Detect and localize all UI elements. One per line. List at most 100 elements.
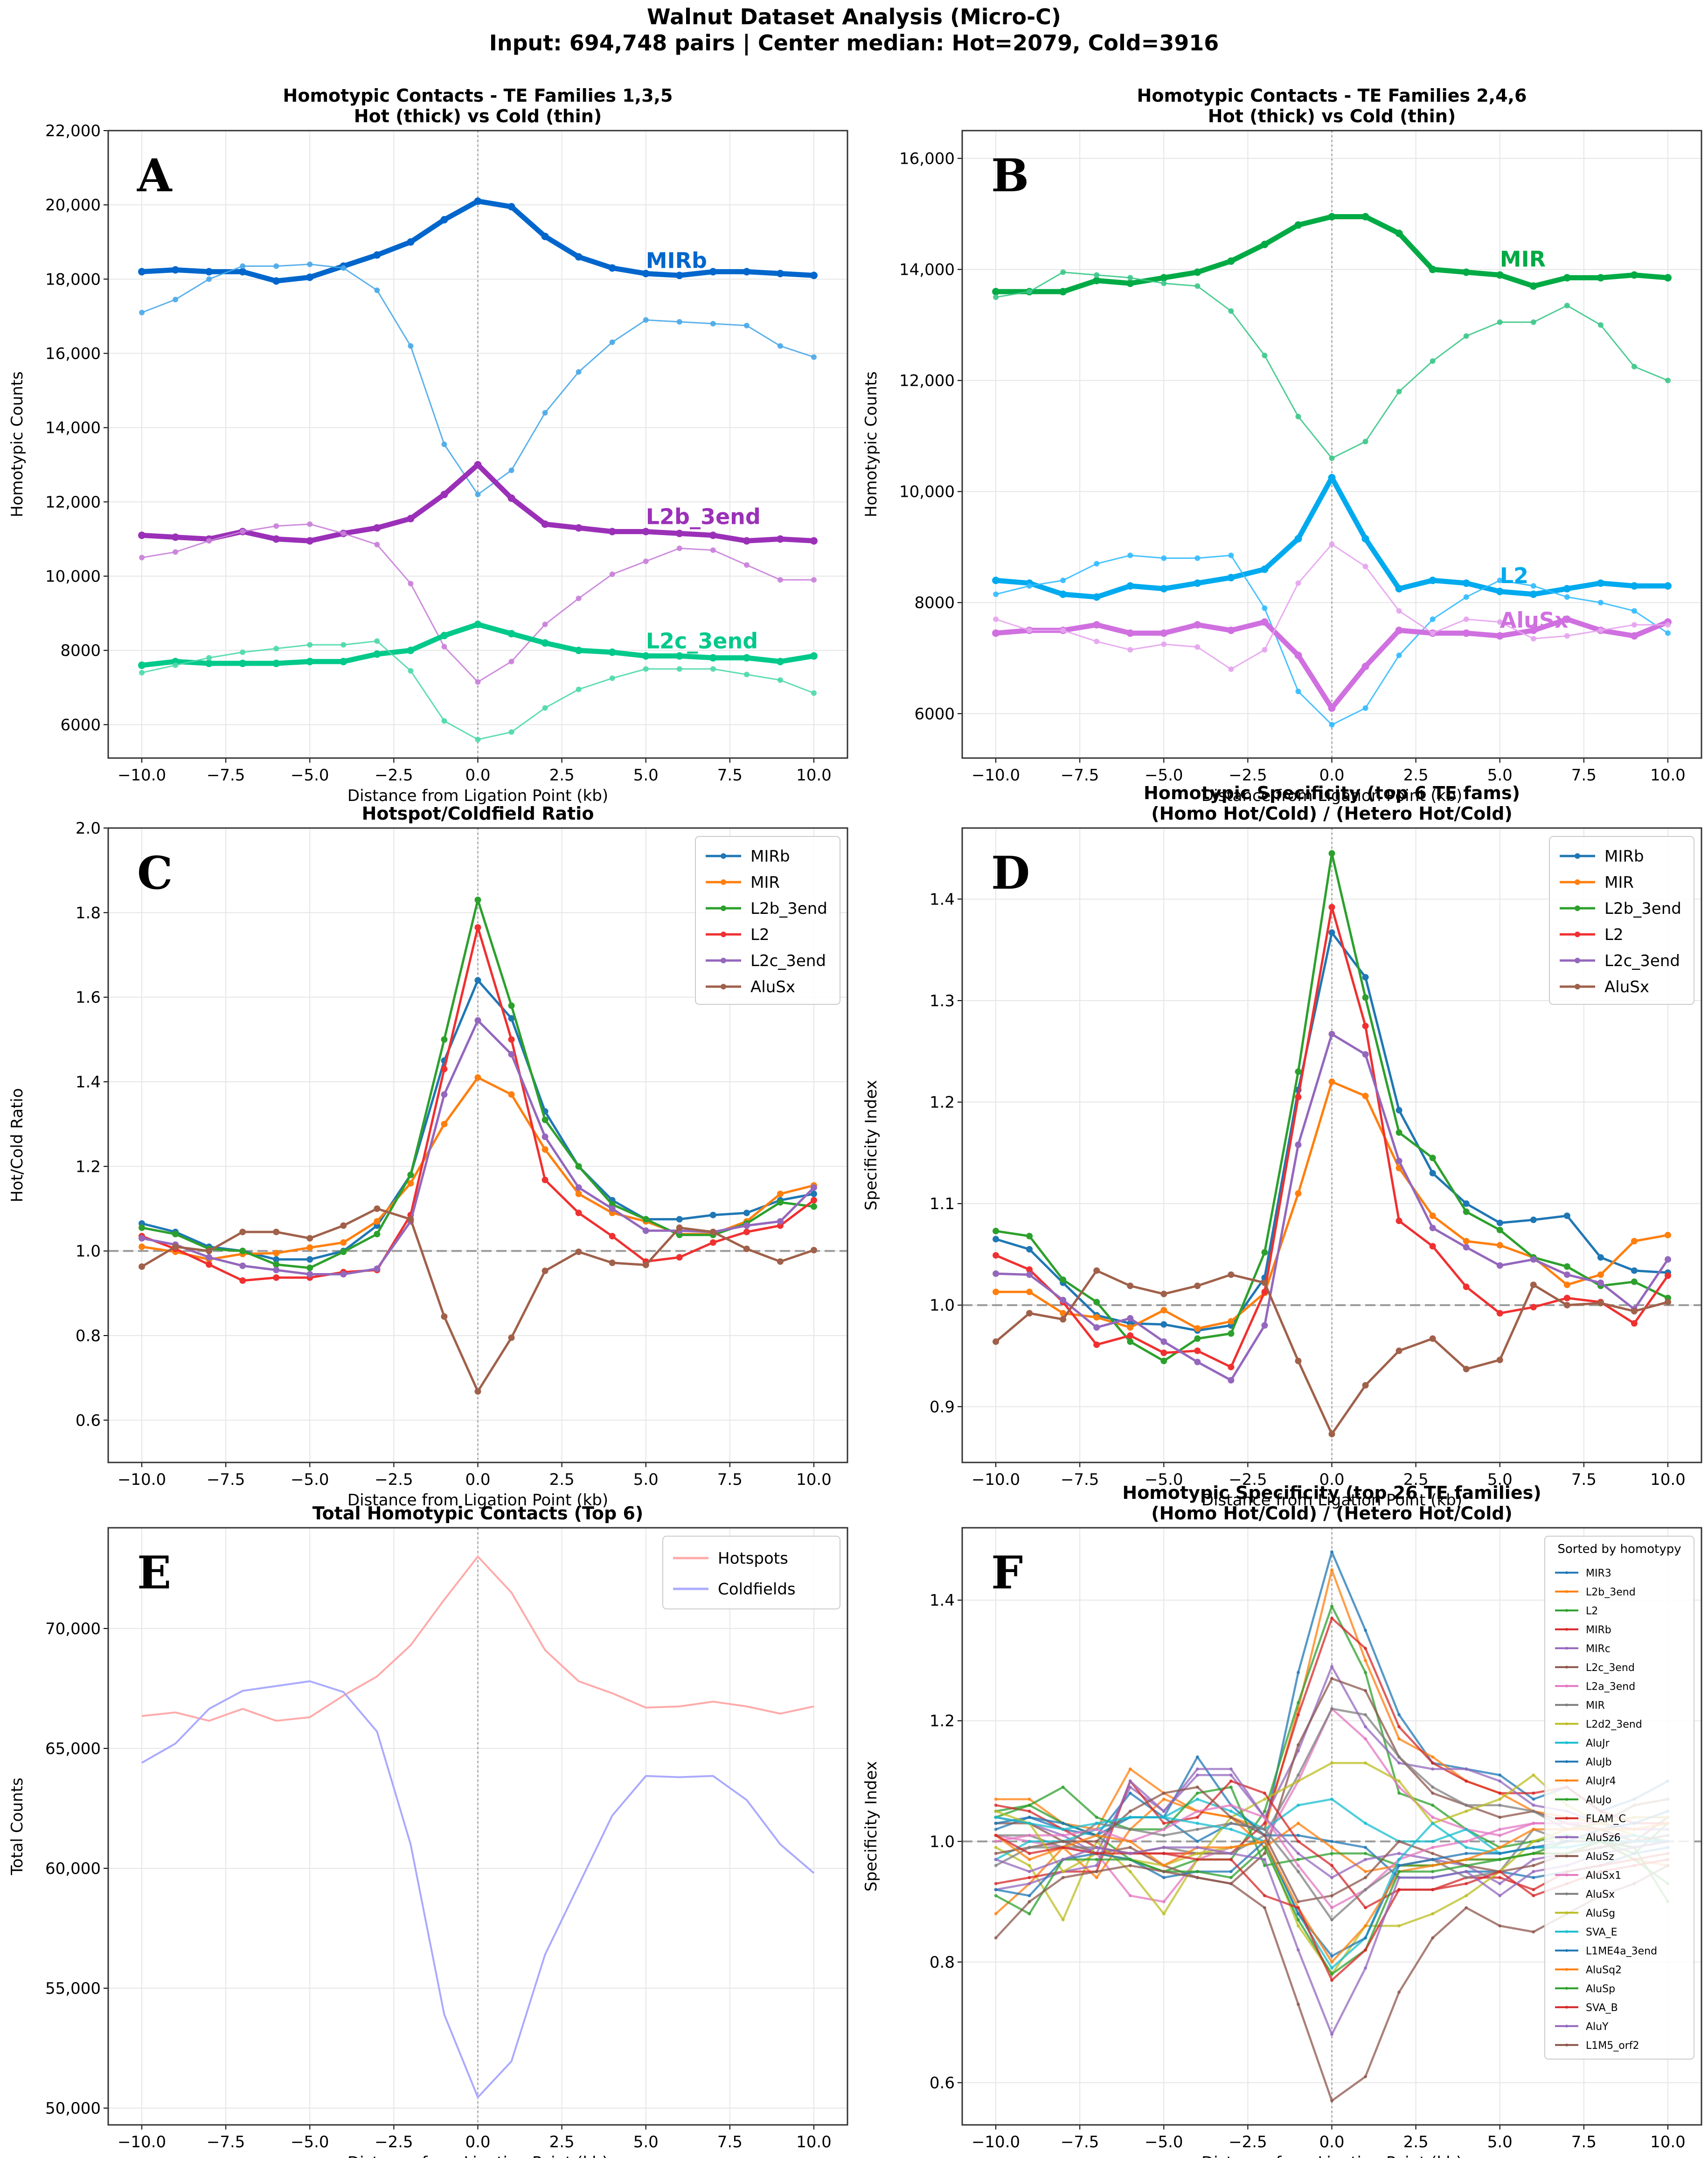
- data-point-alusq2: [1095, 1833, 1098, 1837]
- legend-marker: [1575, 853, 1580, 859]
- x-tick-label: 0.0: [1319, 1470, 1344, 1489]
- data-point-l2b-3end: [1026, 1232, 1033, 1239]
- data-point-mir-hot: [1194, 268, 1201, 276]
- data-point-l2d2-3end: [1330, 1761, 1333, 1765]
- data-point-l2-cold: [1127, 552, 1133, 558]
- data-point-l2b-3end-cold: [441, 644, 447, 650]
- x-tick-label: 5.0: [1487, 766, 1513, 785]
- data-point-l2b-3end: [1261, 1249, 1268, 1256]
- data-point-mir3: [1397, 1713, 1401, 1717]
- data-point-l2b-3end: [1364, 1658, 1368, 1662]
- data-point-l1m5-orf2: [1095, 1870, 1098, 1873]
- x-tick-label: 0.0: [1319, 2133, 1344, 2151]
- data-point-l2b-3end-cold: [508, 659, 514, 665]
- data-point-alusx: [642, 1261, 649, 1268]
- x-axis-label: Distance from Ligation Point (kb): [1201, 787, 1462, 805]
- data-point-mir: [1160, 1307, 1167, 1314]
- legend: MIRb MIR L2b_3end L2 L2c_3end AluSx: [695, 836, 840, 1005]
- data-point-alusx-cold: [1665, 622, 1671, 628]
- data-point-alusx: [1496, 1357, 1503, 1364]
- data-point-alusx-cold: [1497, 619, 1503, 625]
- data-point-alusz: [1364, 1876, 1368, 1880]
- data-point-mir-cold: [1430, 358, 1436, 364]
- data-point-l2-cold: [1463, 594, 1469, 600]
- legend-marker: [1565, 1836, 1568, 1839]
- data-point-l2c-3end-cold: [240, 649, 246, 655]
- data-point-l2b-3end-hot: [306, 537, 314, 545]
- data-point-alusx-hot: [1093, 621, 1101, 629]
- y-tick-label: 0.9: [930, 1398, 955, 1416]
- data-point-l2: [810, 1197, 817, 1204]
- suptitle-line2: Input: 694,748 pairs | Center median: Ho…: [489, 30, 1219, 56]
- data-point-mirb: [1396, 1107, 1403, 1114]
- data-point-sva-e: [1128, 1816, 1132, 1819]
- data-point-l2-hot: [1529, 590, 1537, 598]
- legend-marker: [1565, 1685, 1568, 1688]
- data-point-aluy: [1229, 1852, 1233, 1855]
- data-point-mirb: [508, 1015, 515, 1022]
- data-point-l2b-3end-cold: [777, 577, 783, 583]
- y-tick-label: 50,000: [45, 2099, 101, 2118]
- data-point-alusx1: [1229, 1803, 1233, 1807]
- data-point-l2d2-3end: [1498, 1797, 1502, 1801]
- data-point-l2-hot: [1126, 582, 1134, 590]
- data-point-l2: [993, 1252, 1000, 1259]
- series-group: [138, 197, 818, 743]
- data-point-mir-cold: [1463, 333, 1469, 339]
- data-point-mir-cold: [1530, 319, 1536, 325]
- data-point-alusz: [1263, 1833, 1266, 1837]
- legend-marker: [1565, 2043, 1568, 2047]
- y-tick-label: 1.2: [76, 1157, 101, 1176]
- x-tick-label: −2.5: [1229, 1470, 1267, 1489]
- data-point-l2c-3end: [1463, 1244, 1470, 1251]
- data-point-alujr: [1229, 1810, 1233, 1813]
- data-point-mir3: [1128, 1791, 1132, 1795]
- data-point-mirb-hot: [205, 268, 213, 276]
- data-point-mir: [1465, 1803, 1468, 1807]
- data-point-mirb: [676, 1216, 683, 1223]
- data-point-l2-hot: [1227, 574, 1235, 582]
- data-point-alusx1: [1061, 1833, 1065, 1837]
- data-point-alusx: [1530, 1281, 1537, 1288]
- y-tick-label: 16,000: [45, 345, 101, 363]
- series-label: L2: [1500, 563, 1528, 588]
- data-point-mir-hot: [1597, 274, 1604, 282]
- data-point-l2b-3end-cold: [609, 571, 615, 578]
- data-point-alusx: [1563, 1302, 1570, 1309]
- data-point-mir-cold: [1161, 280, 1167, 286]
- data-point-l2b-3end: [1160, 1357, 1167, 1364]
- data-point-alujo: [1095, 1816, 1098, 1819]
- data-point-alusx: [1195, 1827, 1199, 1831]
- data-point-alusx: [1028, 1845, 1031, 1849]
- panel-subtitle: (Homo Hot/Cold) / (Hetero Hot/Cold): [1151, 803, 1513, 824]
- data-point-alusx-cold: [1430, 630, 1436, 636]
- data-point-l2b-3end: [1295, 1068, 1302, 1075]
- data-point-mir-cold: [1631, 363, 1637, 369]
- data-point-mirb: [743, 1210, 750, 1217]
- data-point-mirb-cold: [542, 410, 548, 416]
- data-point-mir: [1429, 1212, 1436, 1219]
- data-point-flam-c: [1532, 1888, 1535, 1892]
- x-tick-label: 10.0: [796, 2133, 832, 2151]
- data-point-l2-hot: [1597, 579, 1604, 587]
- data-point-alusx-cold: [1127, 647, 1133, 653]
- data-point-alusz: [1229, 1816, 1233, 1819]
- data-point-mirb: [1463, 1200, 1470, 1207]
- legend-entry: L2: [750, 926, 770, 944]
- legend-marker: [1575, 932, 1580, 937]
- data-point-alusg: [1532, 1839, 1535, 1843]
- data-point-alujr: [1028, 1839, 1031, 1843]
- data-point-l2b-3end: [1228, 1330, 1235, 1337]
- panel-subtitle: (Homo Hot/Cold) / (Hetero Hot/Cold): [1151, 1503, 1513, 1524]
- data-point-mirb: [1563, 1212, 1570, 1219]
- data-point-alujo: [1229, 1785, 1233, 1789]
- data-point-alusx: [1263, 1827, 1266, 1831]
- data-point-aluy: [1263, 1858, 1266, 1861]
- data-point-mir-hot: [1664, 274, 1672, 282]
- data-point-alusp: [1095, 1858, 1098, 1861]
- data-point-l2b-3end: [810, 1203, 817, 1210]
- data-point-mirb: [1631, 1267, 1638, 1274]
- data-point-l2: [609, 1232, 616, 1239]
- data-point-alusx-hot: [1194, 621, 1201, 629]
- data-point-alusq2: [1364, 1924, 1368, 1928]
